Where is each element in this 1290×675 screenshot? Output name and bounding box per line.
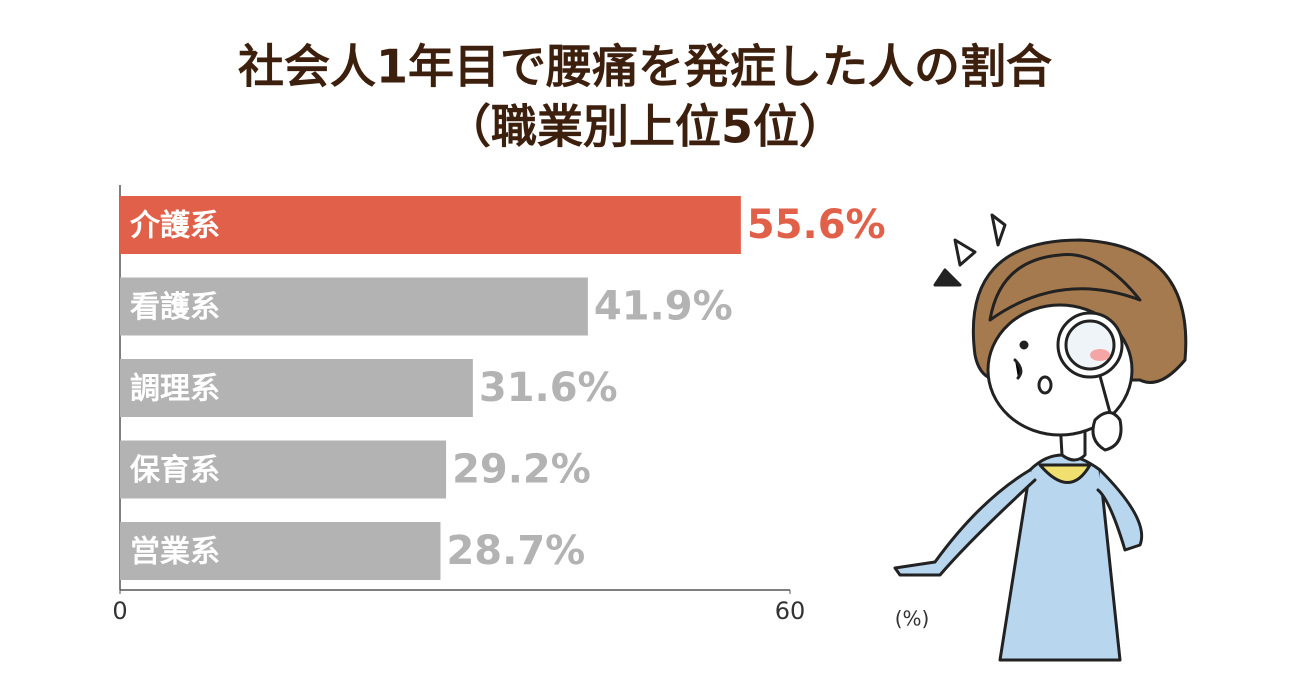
category-label: 調理系 <box>130 372 220 407</box>
category-label: 営業系 <box>130 535 220 570</box>
bar <box>120 522 441 580</box>
bar <box>120 277 588 336</box>
value-label: 28.7% <box>446 528 585 574</box>
bar <box>120 196 741 254</box>
bar <box>120 359 473 417</box>
value-label: 29.2% <box>452 447 591 493</box>
x-axis-unit: (%) <box>895 607 930 631</box>
chart-subtitle: （職業別上位5位） <box>445 100 845 154</box>
category-label: 看護系 <box>130 290 220 325</box>
x-tick-label: 0 <box>112 597 127 625</box>
x-tick-label: 60 <box>775 597 806 625</box>
category-label: 介護系 <box>129 209 220 244</box>
category-label: 保育系 <box>130 453 220 488</box>
value-label: 31.6% <box>479 365 618 411</box>
bar <box>120 440 447 499</box>
chart-title: 社会人1年目で腰痛を発症した人の割合 <box>238 40 1052 94</box>
value-label: 41.9% <box>594 284 733 330</box>
value-label: 55.6% <box>747 202 886 248</box>
illustration <box>893 213 1188 662</box>
